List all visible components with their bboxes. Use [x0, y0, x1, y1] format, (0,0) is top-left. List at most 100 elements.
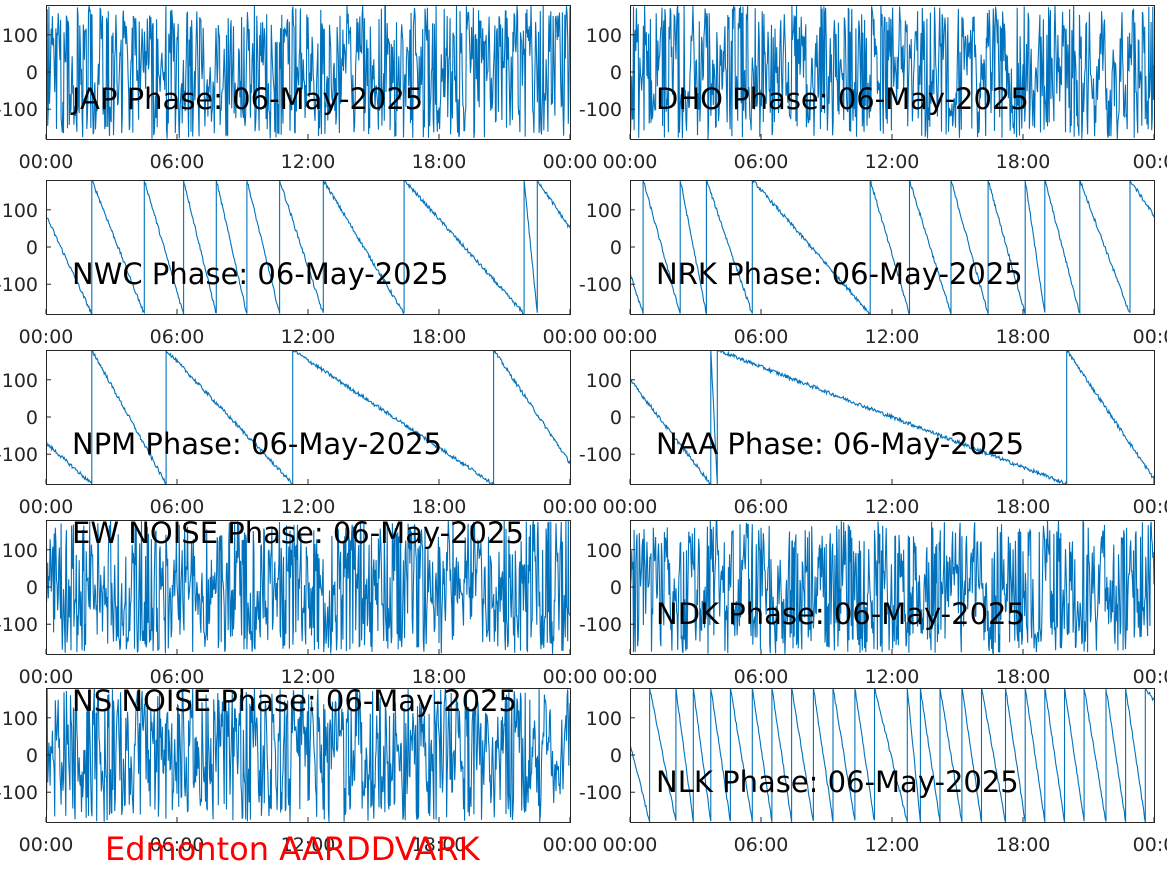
- y-tick-label: 100: [2, 708, 38, 730]
- x-tick-label: 00:0: [1133, 666, 1167, 688]
- y-tick-label: -100: [0, 99, 38, 121]
- axes-frame: [630, 688, 1155, 823]
- x-tick-label: 06:00: [734, 834, 789, 856]
- y-tick-label: -100: [579, 444, 622, 466]
- y-tick-label: -100: [579, 99, 622, 121]
- phase-trace: [46, 688, 570, 822]
- phase-panel: 100 0 -100 00:00 06:00 12:00 18:00 00:00 NS NOIS…: [0, 684, 597, 856]
- phase-trace: [46, 5, 570, 139]
- panel-title: NS NOISE Phase: 06-May-2025: [72, 684, 517, 718]
- x-tick-label: 00:0: [1133, 834, 1167, 856]
- y-tick-label: -100: [579, 274, 622, 296]
- x-tick-label: 00:00: [543, 496, 598, 518]
- y-tick-label: 100: [2, 25, 38, 47]
- x-tick-label: 12:00: [865, 496, 920, 518]
- x-tick-label: 00:00: [543, 151, 598, 173]
- panel-title: NDK Phase: 06-May-2025: [656, 597, 1025, 631]
- phase-trace: [630, 180, 1154, 314]
- x-tick-label: 12:00: [281, 496, 336, 518]
- x-tick-label: 18:00: [996, 666, 1051, 688]
- x-tick-label: 06:00: [734, 666, 789, 688]
- x-tick-label: 12:00: [281, 666, 336, 688]
- phase-trace: [630, 350, 1154, 484]
- y-tick-label: -100: [579, 614, 622, 636]
- y-tick-label: 0: [26, 577, 38, 599]
- x-tick-label: 18:00: [412, 834, 467, 856]
- x-tick-label: 00:00: [19, 496, 74, 518]
- phase-trace: [630, 520, 1154, 654]
- axes-frame: [630, 180, 1155, 315]
- x-tick-label: 12:00: [865, 326, 920, 348]
- x-tick-label: 06:00: [150, 666, 205, 688]
- x-tick-label: 00:00: [19, 151, 74, 173]
- x-tick-label: 00:00: [19, 834, 74, 856]
- y-tick-label: 0: [26, 407, 38, 429]
- x-tick-label: 06:00: [734, 326, 789, 348]
- x-tick-label: 00:00: [603, 326, 658, 348]
- x-tick-label: 00:0: [1133, 326, 1167, 348]
- phase-trace: [630, 5, 1154, 139]
- x-tick-label: 18:00: [412, 496, 467, 518]
- phase-trace: [46, 350, 570, 484]
- x-tick-label: 12:00: [865, 151, 920, 173]
- phase-panel: 100 0 -100 00:00 06:00 12:00 18:00 00:00 JAP Pha…: [0, 5, 597, 173]
- phase-panel: 100 0 -100 00:00 06:00 12:00 18:00 00:0 DHO Phas…: [579, 5, 1167, 173]
- x-tick-label: 12:00: [865, 666, 920, 688]
- x-tick-label: 18:00: [996, 326, 1051, 348]
- panel-title: NLK Phase: 06-May-2025: [656, 765, 1019, 799]
- x-tick-label: 12:00: [281, 834, 336, 856]
- y-tick-label: -100: [0, 274, 38, 296]
- x-tick-label: 00:0: [1133, 496, 1167, 518]
- x-tick-label: 00:00: [603, 834, 658, 856]
- y-tick-label: -100: [0, 782, 38, 804]
- y-tick-label: 100: [586, 200, 622, 222]
- x-tick-label: 12:00: [865, 834, 920, 856]
- y-tick-label: 0: [610, 407, 622, 429]
- x-tick-label: 12:00: [281, 326, 336, 348]
- y-tick-label: 0: [610, 745, 622, 767]
- x-tick-label: 18:00: [996, 496, 1051, 518]
- phase-trace: [46, 180, 570, 314]
- y-tick-label: 0: [610, 62, 622, 84]
- panel-title: NAA Phase: 06-May-2025: [656, 427, 1024, 461]
- phase-trace: [630, 688, 1154, 822]
- panel-title: NRK Phase: 06-May-2025: [656, 257, 1023, 291]
- site-label: Edmonton AARDDVARK: [105, 830, 481, 868]
- y-tick-label: -100: [0, 444, 38, 466]
- phase-panel: 100 0 -100 00:00 06:00 12:00 18:00 00:00 EW NOIS…: [0, 516, 597, 688]
- x-tick-label: 18:00: [412, 666, 467, 688]
- y-tick-label: -100: [579, 782, 622, 804]
- panel-title: JAP Phase: 06-May-2025: [70, 82, 423, 116]
- y-tick-label: 100: [2, 540, 38, 562]
- x-tick-label: 18:00: [996, 834, 1051, 856]
- x-tick-label: 18:00: [412, 326, 467, 348]
- x-tick-label: 00:00: [603, 151, 658, 173]
- panel-title: NPM Phase: 06-May-2025: [72, 427, 442, 461]
- y-tick-label: 100: [586, 708, 622, 730]
- x-tick-label: 18:00: [996, 151, 1051, 173]
- phase-panel: 100 0 -100 00:00 06:00 12:00 18:00 00:0 NLK Phas…: [579, 688, 1167, 856]
- x-tick-label: 00:00: [603, 496, 658, 518]
- phase-trace: [46, 520, 570, 654]
- phase-panel: 100 0 -100 00:00 06:00 12:00 18:00 00:0 NRK Phas…: [579, 180, 1167, 348]
- x-tick-label: 00:00: [543, 834, 598, 856]
- y-tick-label: 100: [2, 370, 38, 392]
- x-tick-label: 06:00: [734, 151, 789, 173]
- y-tick-label: 100: [586, 25, 622, 47]
- y-tick-label: 0: [610, 577, 622, 599]
- x-tick-label: 00:00: [543, 326, 598, 348]
- phase-panel: 100 0 -100 00:00 06:00 12:00 18:00 00:0 NDK Phas…: [579, 520, 1167, 688]
- y-tick-label: 100: [586, 540, 622, 562]
- panel-title: DHO Phase: 06-May-2025: [656, 82, 1029, 116]
- phase-panel: 100 0 -100 00:00 06:00 12:00 18:00 00:00 NPM Pha…: [0, 350, 597, 518]
- y-tick-label: 0: [26, 237, 38, 259]
- x-tick-label: 06:00: [150, 326, 205, 348]
- panel-title: EW NOISE Phase: 06-May-2025: [72, 516, 524, 550]
- x-tick-label: 12:00: [281, 151, 336, 173]
- panel-title: NWC Phase: 06-May-2025: [72, 257, 449, 291]
- x-tick-label: 00:00: [19, 666, 74, 688]
- y-tick-label: 0: [26, 745, 38, 767]
- y-tick-label: -100: [0, 614, 38, 636]
- x-tick-label: 00:00: [603, 666, 658, 688]
